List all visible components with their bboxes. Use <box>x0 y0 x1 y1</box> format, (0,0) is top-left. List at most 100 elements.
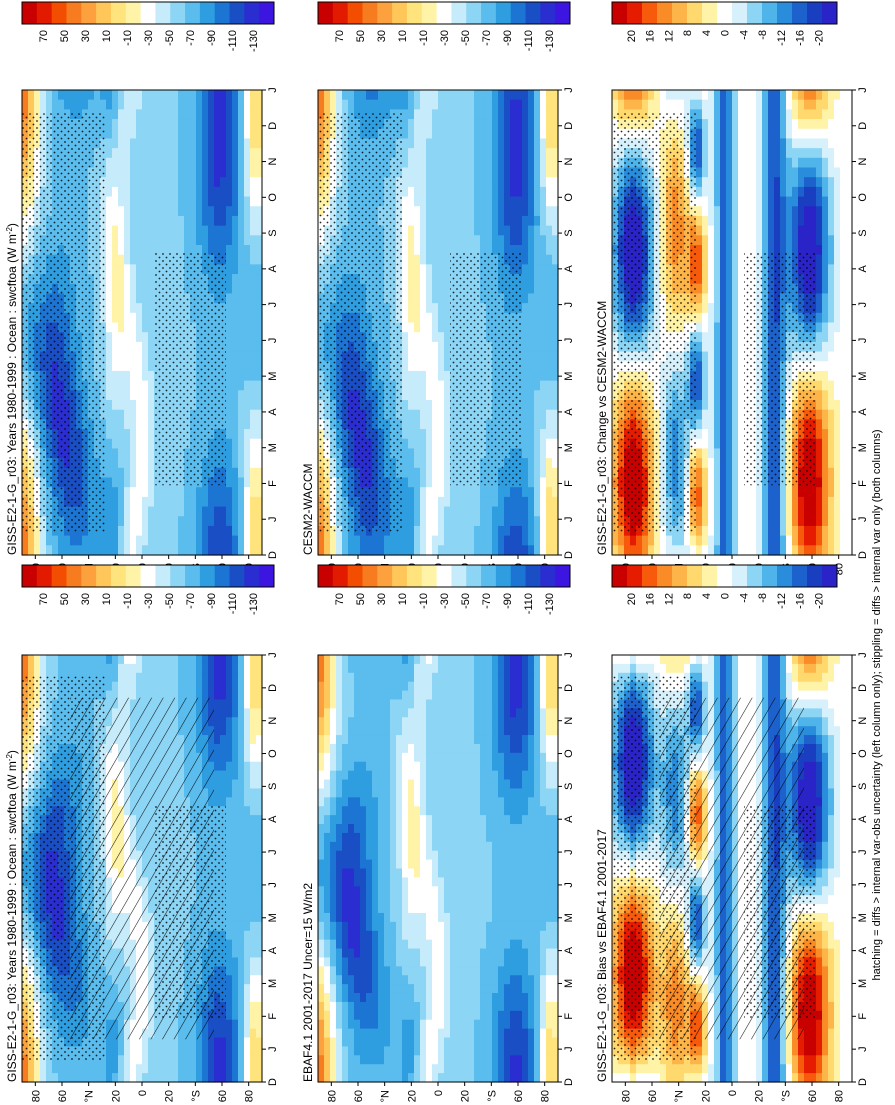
heatmap-cell <box>366 939 373 950</box>
heatmap-cell <box>342 912 349 923</box>
heatmap-cell <box>498 708 505 718</box>
heatmap-cell <box>480 770 487 781</box>
heatmap-cell <box>366 735 373 745</box>
heatmap-cell <box>372 1010 379 1021</box>
heatmap-cell <box>402 984 409 994</box>
heatmap-cell <box>354 1019 361 1030</box>
heatmap-cell <box>468 904 475 914</box>
heatmap-cell <box>226 1064 233 1074</box>
heatmap-cell <box>318 1010 325 1021</box>
heatmap-cell <box>226 841 233 852</box>
heatmap-cell <box>498 904 505 914</box>
y-tick-label: 60 <box>57 1090 69 1102</box>
heatmap-cell <box>438 912 445 923</box>
heatmap-cell <box>540 1028 547 1039</box>
heatmap-cell <box>402 850 409 861</box>
heatmap-cell <box>426 993 433 1003</box>
heatmap-cell <box>354 779 361 790</box>
heatmap-cell <box>402 957 409 967</box>
heatmap-cell <box>330 921 337 932</box>
y-tick-label: 80 <box>30 1090 42 1102</box>
heatmap-cell <box>76 1064 83 1074</box>
heatmap-cell <box>678 663 685 674</box>
heatmap-cell <box>238 895 245 905</box>
heatmap-cell <box>522 832 529 843</box>
heatmap-cell <box>372 993 379 1003</box>
heatmap-cell <box>498 868 505 878</box>
heatmap-cell <box>360 993 367 1003</box>
heatmap-cell <box>474 797 481 807</box>
heatmap-cell <box>432 761 439 772</box>
heatmap-cell <box>348 939 355 950</box>
heatmap-cell <box>420 735 427 745</box>
heatmap-cell <box>214 681 221 692</box>
heatmap-cell <box>438 948 445 959</box>
heatmap-cell <box>516 1064 523 1074</box>
heatmap-cell <box>402 788 409 798</box>
heatmap-cell <box>474 690 481 701</box>
heatmap-cell <box>516 921 523 932</box>
heatmap-cell <box>498 672 505 683</box>
heatmap-cell <box>244 726 251 736</box>
heatmap-cell <box>516 975 523 985</box>
heatmap-cell <box>528 939 535 950</box>
heatmap-cell <box>708 1073 715 1083</box>
heatmap-cell <box>402 1037 409 1048</box>
x-tick-label: D <box>267 1078 279 1086</box>
heatmap-cell <box>516 815 523 825</box>
heatmap-cell <box>432 735 439 745</box>
heatmap-cell <box>342 859 349 870</box>
heatmap-cell <box>522 957 529 967</box>
y-tick-label: 20 <box>460 1090 472 1102</box>
heatmap-cell <box>366 761 373 772</box>
heatmap-cell <box>516 690 523 701</box>
heatmap-cell <box>40 1064 47 1074</box>
heatmap-cell <box>516 824 523 834</box>
heatmap-cell <box>492 1073 499 1083</box>
heatmap-cell <box>372 717 379 727</box>
heatmap-cell <box>354 877 361 887</box>
heatmap-cell <box>738 690 745 701</box>
heatmap-cell <box>474 726 481 736</box>
heatmap-cell <box>220 752 227 763</box>
heatmap-cell <box>402 663 409 674</box>
heatmap-cell <box>238 779 245 790</box>
heatmap-cell <box>324 806 331 816</box>
heatmap-cell <box>160 663 167 674</box>
heatmap-cell <box>546 1046 553 1056</box>
heatmap-cell <box>432 912 439 923</box>
heatmap-cell <box>160 655 167 665</box>
heatmap-cell <box>534 975 541 985</box>
heatmap-cell <box>250 1019 257 1030</box>
heatmap-cell <box>546 663 553 674</box>
heatmap-cell <box>324 939 331 950</box>
heatmap-cell <box>492 672 499 683</box>
heatmap-cell <box>202 672 209 683</box>
heatmap-cell <box>480 859 487 870</box>
heatmap-cell <box>528 806 535 816</box>
heatmap-cell <box>426 672 433 683</box>
heatmap-cell <box>94 663 101 674</box>
heatmap-cell <box>226 663 233 674</box>
heatmap-cell <box>342 832 349 843</box>
heatmap-cell <box>402 690 409 701</box>
heatmap-cell <box>244 1037 251 1048</box>
heatmap-cell <box>642 1073 649 1083</box>
heatmap-cell <box>468 868 475 878</box>
heatmap-cell <box>480 779 487 790</box>
heatmap-cell <box>450 1046 457 1056</box>
heatmap-cell <box>414 708 421 718</box>
heatmap-cell <box>342 735 349 745</box>
heatmap-cell <box>58 1064 65 1074</box>
heatmap-cell <box>336 1037 343 1048</box>
heatmap-cell <box>390 743 397 754</box>
heatmap-cell <box>256 1046 263 1056</box>
heatmap-cell <box>318 948 325 959</box>
heatmap-cell <box>444 717 451 727</box>
heatmap-cell <box>318 770 325 781</box>
heatmap-cell <box>420 1073 427 1083</box>
heatmap-cell <box>324 868 331 878</box>
heatmap-cell <box>438 868 445 878</box>
heatmap-cell <box>342 850 349 861</box>
heatmap-cell <box>462 930 469 941</box>
